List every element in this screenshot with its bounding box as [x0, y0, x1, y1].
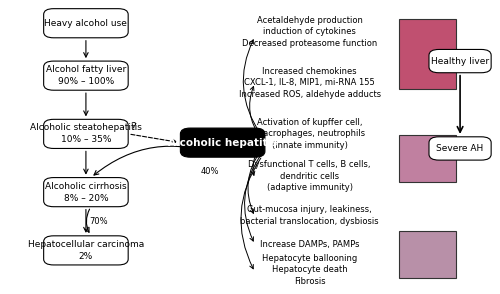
FancyBboxPatch shape: [44, 178, 128, 207]
Text: Hepatocyte ballooning
Hepatocyte death
Fibrosis: Hepatocyte ballooning Hepatocyte death F…: [262, 254, 358, 286]
Text: 40%: 40%: [201, 167, 220, 176]
FancyBboxPatch shape: [44, 119, 128, 148]
Text: Gut-mucosa injury, leakiness,
bacterial translocation, dysbiosis: Gut-mucosa injury, leakiness, bacterial …: [240, 205, 379, 226]
Bar: [399, 19, 456, 89]
Text: Increase DAMPs, PAMPs: Increase DAMPs, PAMPs: [260, 240, 360, 249]
Bar: [399, 231, 456, 278]
FancyBboxPatch shape: [180, 128, 265, 157]
Bar: [399, 135, 456, 182]
Text: Acetaldehyde production
induction of cytokines
Decreased proteasome function: Acetaldehyde production induction of cyt…: [242, 16, 378, 48]
Text: Alcoholic hepatitis: Alcoholic hepatitis: [168, 138, 278, 148]
Text: Hepatocellular carcinoma
2%: Hepatocellular carcinoma 2%: [28, 240, 144, 261]
FancyBboxPatch shape: [44, 9, 128, 38]
Text: 70%: 70%: [89, 217, 108, 226]
Text: Alcohol fatty liver
90% – 100%: Alcohol fatty liver 90% – 100%: [46, 65, 126, 86]
Text: Alcoholic cirrhosis
8% – 20%: Alcoholic cirrhosis 8% – 20%: [45, 182, 126, 203]
Text: Dysfunctional T cells, B cells,
dendritic cells
(adaptive immunity): Dysfunctional T cells, B cells, dendriti…: [248, 160, 371, 192]
Text: Increased chemokines
CXCL-1, IL-8, MIP1, mi-RNA 155
Increased ROS, aldehyde addu: Increased chemokines CXCL-1, IL-8, MIP1,…: [238, 67, 380, 99]
Text: Healthy liver: Healthy liver: [431, 56, 489, 66]
Text: ?: ?: [130, 122, 136, 132]
Text: Severe AH: Severe AH: [436, 144, 484, 153]
FancyBboxPatch shape: [429, 137, 491, 160]
FancyBboxPatch shape: [44, 236, 128, 265]
Text: Activation of kupffer cell,
macrophages, neutrophils
(innate immunity): Activation of kupffer cell, macrophages,…: [254, 118, 364, 150]
Text: Alcoholic steatohepatitis
10% – 35%: Alcoholic steatohepatitis 10% – 35%: [30, 123, 142, 144]
Text: Heavy alcohol use: Heavy alcohol use: [44, 19, 128, 28]
FancyBboxPatch shape: [429, 49, 491, 73]
FancyBboxPatch shape: [44, 61, 128, 90]
